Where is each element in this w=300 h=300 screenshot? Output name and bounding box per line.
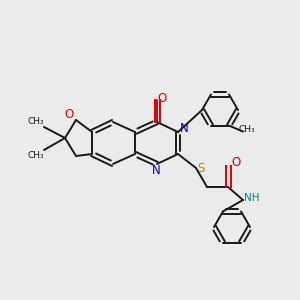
Text: CH₃: CH₃ — [239, 125, 255, 134]
Text: CH₃: CH₃ — [28, 151, 44, 160]
Text: O: O — [64, 109, 74, 122]
Text: CH₃: CH₃ — [28, 118, 44, 127]
Text: S: S — [197, 161, 205, 175]
Text: N: N — [152, 164, 160, 178]
Text: O: O — [158, 92, 166, 104]
Text: N: N — [180, 122, 188, 134]
Text: NH: NH — [244, 193, 260, 203]
Text: O: O — [231, 157, 241, 169]
